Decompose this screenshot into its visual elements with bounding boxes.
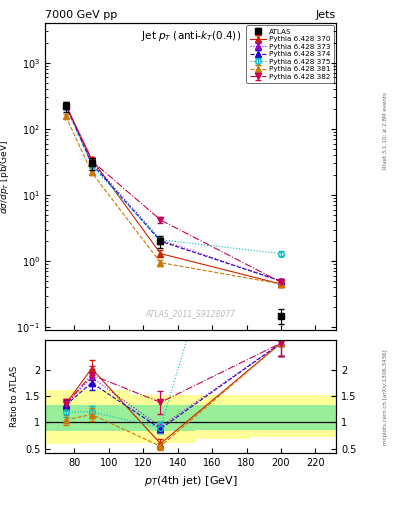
Bar [250,395,336,437]
Text: Rivet 3.1.10; ≥ 2.8M events: Rivet 3.1.10; ≥ 2.8M events [383,92,388,169]
Text: mcplots.cern.ch [arXiv:1306.3436]: mcplots.cern.ch [arXiv:1306.3436] [383,349,388,444]
Bar [130,405,195,432]
Bar [195,405,250,430]
Legend: ATLAS, Pythia 6.428 370, Pythia 6.428 373, Pythia 6.428 374, Pythia 6.428 375, P: ATLAS, Pythia 6.428 370, Pythia 6.428 37… [246,25,334,83]
X-axis label: $p_T$(4th jet) [GeV]: $p_T$(4th jet) [GeV] [144,474,237,487]
Y-axis label: Ratio to ATLAS: Ratio to ATLAS [10,366,19,428]
Bar [45,390,80,443]
Bar [130,395,195,442]
Text: ATLAS_2011_S9128077: ATLAS_2011_S9128077 [145,309,236,318]
Text: 7000 GeV pp: 7000 GeV pp [45,10,118,20]
Text: Jets: Jets [316,10,336,20]
Text: Jet $p_T$ (anti-$k_T$(0.4)): Jet $p_T$ (anti-$k_T$(0.4)) [141,29,241,43]
Bar [195,395,250,439]
Y-axis label: $d\sigma/dp_T\ \mathrm{[pb/GeV]}$: $d\sigma/dp_T\ \mathrm{[pb/GeV]}$ [0,139,11,214]
Bar [80,405,130,432]
Bar [250,405,336,430]
Bar [80,390,130,442]
Bar [45,405,80,432]
